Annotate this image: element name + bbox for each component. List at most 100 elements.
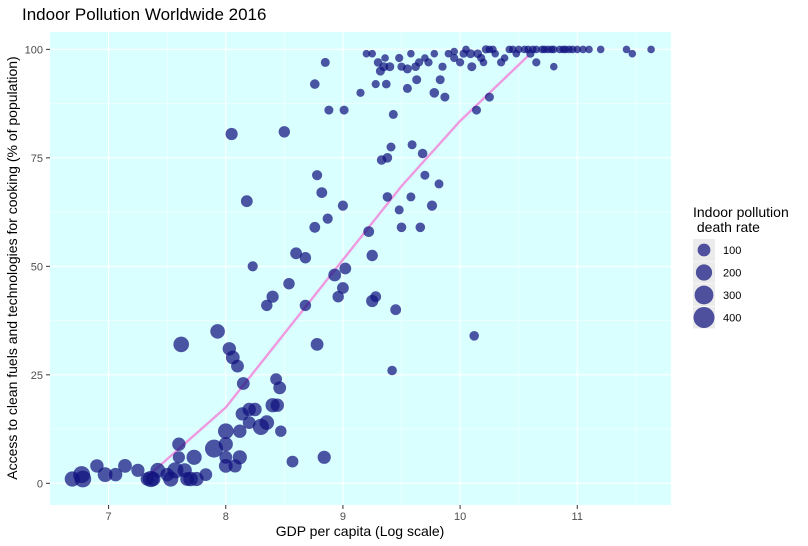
x-axis-ticks: 7 8 9 10 11: [106, 505, 583, 523]
data-points: [64, 45, 655, 488]
data-point: [622, 45, 631, 54]
legend-label: 400: [723, 313, 741, 325]
data-point: [415, 58, 424, 67]
y-tick-label: 75: [31, 153, 43, 165]
data-point: [596, 45, 605, 54]
data-point: [275, 425, 287, 437]
data-point: [420, 170, 430, 180]
x-tick-label: 7: [106, 511, 112, 523]
data-point: [381, 54, 389, 62]
data-point: [218, 437, 233, 452]
data-point: [290, 247, 302, 260]
data-point: [337, 200, 348, 211]
y-axis-ticks: 0 25 50 75 100: [25, 44, 50, 490]
data-point: [299, 299, 312, 312]
data-point: [550, 45, 558, 54]
data-point: [647, 45, 655, 54]
data-point: [382, 79, 391, 89]
x-tick-label: 8: [223, 511, 229, 523]
data-point: [387, 365, 397, 376]
data-point: [248, 402, 262, 417]
legend-label: 200: [723, 268, 741, 280]
data-point: [328, 268, 342, 282]
data-point: [450, 47, 459, 56]
data-point: [550, 62, 558, 71]
data-point: [118, 459, 132, 473]
data-point: [415, 222, 426, 233]
data-point: [322, 213, 333, 224]
data-point: [218, 459, 233, 473]
x-tick-label: 9: [340, 511, 346, 523]
data-point: [444, 49, 453, 58]
data-point: [450, 53, 459, 63]
y-tick-label: 100: [25, 44, 43, 56]
data-point: [500, 54, 509, 62]
legend-title-line-2: death rate: [693, 219, 760, 235]
data-point: [316, 187, 328, 199]
data-point: [467, 62, 477, 72]
data-point: [278, 126, 290, 138]
data-point: [108, 467, 123, 482]
data-point: [388, 109, 398, 119]
y-tick-label: 25: [31, 370, 43, 382]
data-point: [407, 49, 415, 58]
data-point: [205, 439, 223, 458]
plot-panel: [50, 32, 671, 505]
data-point: [573, 45, 582, 54]
data-point: [131, 463, 145, 477]
data-point: [317, 450, 331, 464]
data-point: [231, 359, 244, 373]
data-point: [242, 416, 256, 429]
data-point: [309, 221, 321, 233]
legend: Indoor pollution death rate 100 200 300 400: [693, 204, 789, 329]
data-point: [371, 80, 380, 89]
data-point: [514, 45, 523, 54]
data-point: [585, 45, 593, 54]
data-point: [382, 192, 393, 202]
data-point: [435, 75, 445, 85]
data-point: [429, 88, 440, 98]
data-point: [368, 49, 377, 58]
data-point: [385, 62, 395, 72]
data-point: [312, 170, 323, 181]
data-point: [479, 58, 488, 67]
data-point: [390, 304, 402, 316]
x-axis-title: GDP per capita (Log scale): [276, 523, 445, 539]
data-point: [233, 424, 247, 438]
data-point: [370, 291, 382, 303]
data-point: [172, 437, 186, 451]
data-point: [339, 105, 349, 115]
data-point: [232, 450, 247, 465]
data-point: [363, 226, 375, 238]
chart-title: Indoor Pollution Worldwide 2016: [22, 5, 266, 24]
data-point: [97, 467, 113, 482]
trend-line: [148, 55, 529, 476]
data-point: [236, 377, 250, 390]
data-point: [469, 331, 480, 341]
data-point: [406, 192, 416, 202]
data-point: [210, 324, 225, 339]
data-point: [424, 58, 433, 67]
data-point: [456, 58, 465, 67]
data-point: [462, 45, 470, 54]
data-point: [394, 205, 404, 215]
legend-size-marker: [694, 285, 714, 305]
data-point: [273, 381, 287, 395]
data-point: [332, 291, 344, 303]
data-point: [339, 262, 352, 275]
data-point: [310, 338, 324, 351]
data-point: [417, 148, 428, 159]
data-point: [225, 127, 238, 141]
data-point: [270, 398, 284, 412]
legend-label: 100: [723, 245, 741, 257]
data-point: [434, 179, 444, 189]
data-point: [173, 336, 189, 353]
data-point: [362, 49, 371, 58]
legend-size-marker: [697, 243, 711, 257]
data-point: [532, 58, 541, 67]
data-point: [366, 249, 378, 262]
legend-size-marker: [695, 264, 713, 281]
data-point: [337, 282, 349, 294]
data-point: [472, 105, 481, 115]
